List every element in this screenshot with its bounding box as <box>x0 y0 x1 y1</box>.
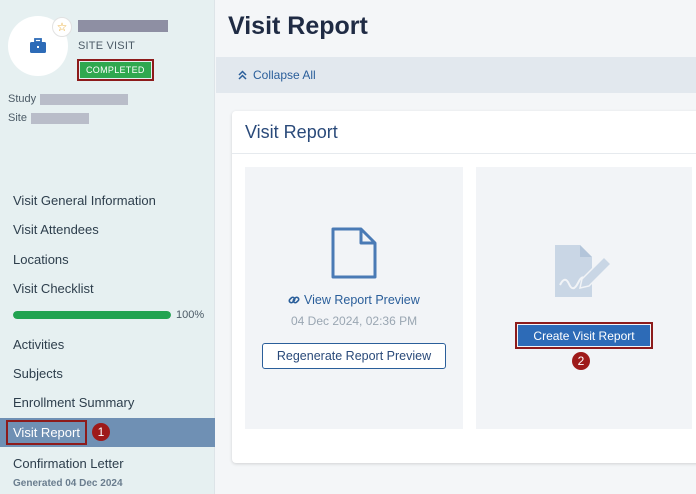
card-title: Visit Report <box>245 122 338 142</box>
generated-note: Generated 04 Dec 2024 <box>13 478 123 489</box>
document-icon <box>331 227 377 279</box>
preview-timestamp: 04 Dec 2024, 02:36 PM <box>291 314 418 328</box>
report-preview-panel <box>245 167 463 429</box>
sidebar-item-visit-report[interactable]: Visit Report <box>6 420 87 445</box>
sidebar-item-subjects[interactable]: Subjects <box>13 366 63 381</box>
signature-icon <box>555 245 613 297</box>
link-icon <box>288 296 300 304</box>
card-divider <box>232 153 696 154</box>
study-label: Study <box>8 93 37 105</box>
checklist-progress-fill <box>13 311 171 319</box>
sidebar-item-visit-general-information[interactable]: Visit General Information <box>13 193 156 208</box>
sidebar-item-locations[interactable]: Locations <box>13 252 69 267</box>
create-button-callout-frame: Create Visit Report <box>515 322 653 349</box>
callout-badge-1: 1 <box>92 423 110 441</box>
briefcase-icon <box>30 38 46 53</box>
collapse-bar <box>216 57 696 93</box>
sidebar <box>0 0 215 494</box>
visit-name-redacted <box>78 20 168 32</box>
create-report-panel <box>476 167 692 429</box>
study-redacted <box>40 93 129 105</box>
regenerate-report-preview-button[interactable]: Regenerate Report Preview <box>262 343 446 369</box>
site-redacted <box>30 112 89 124</box>
collapse-all-button[interactable]: Collapse All <box>238 68 316 82</box>
visit-type-label: SITE VISIT <box>78 40 136 52</box>
sidebar-item-visit-attendees[interactable]: Visit Attendees <box>13 222 99 237</box>
study-row: Study <box>8 93 129 105</box>
sidebar-item-activities[interactable]: Activities <box>13 337 65 352</box>
collapse-all-label: Collapse All <box>253 68 316 82</box>
site-row: Site <box>8 112 89 124</box>
sidebar-item-enrollment-summary[interactable]: Enrollment Summary <box>13 395 135 410</box>
checklist-progress-bar <box>13 311 171 319</box>
view-report-preview-label: View Report Preview <box>304 293 420 307</box>
create-visit-report-button[interactable]: Create Visit Report <box>518 325 650 346</box>
site-label: Site <box>8 112 27 124</box>
status-callout-frame: COMPLETED <box>77 59 154 81</box>
callout-badge-2: 2 <box>572 352 590 370</box>
double-chevron-up-icon <box>238 70 247 80</box>
sidebar-item-confirmation-letter[interactable]: Confirmation Letter <box>13 456 124 471</box>
status-badge: COMPLETED <box>80 62 151 78</box>
checklist-progress-label: 100% <box>176 309 205 321</box>
sidebar-item-visit-checklist[interactable]: Visit Checklist <box>13 281 94 296</box>
view-report-preview-link[interactable]: View Report Preview <box>288 293 420 307</box>
star-icon[interactable]: ☆ <box>52 17 72 37</box>
page-title: Visit Report <box>228 12 368 40</box>
